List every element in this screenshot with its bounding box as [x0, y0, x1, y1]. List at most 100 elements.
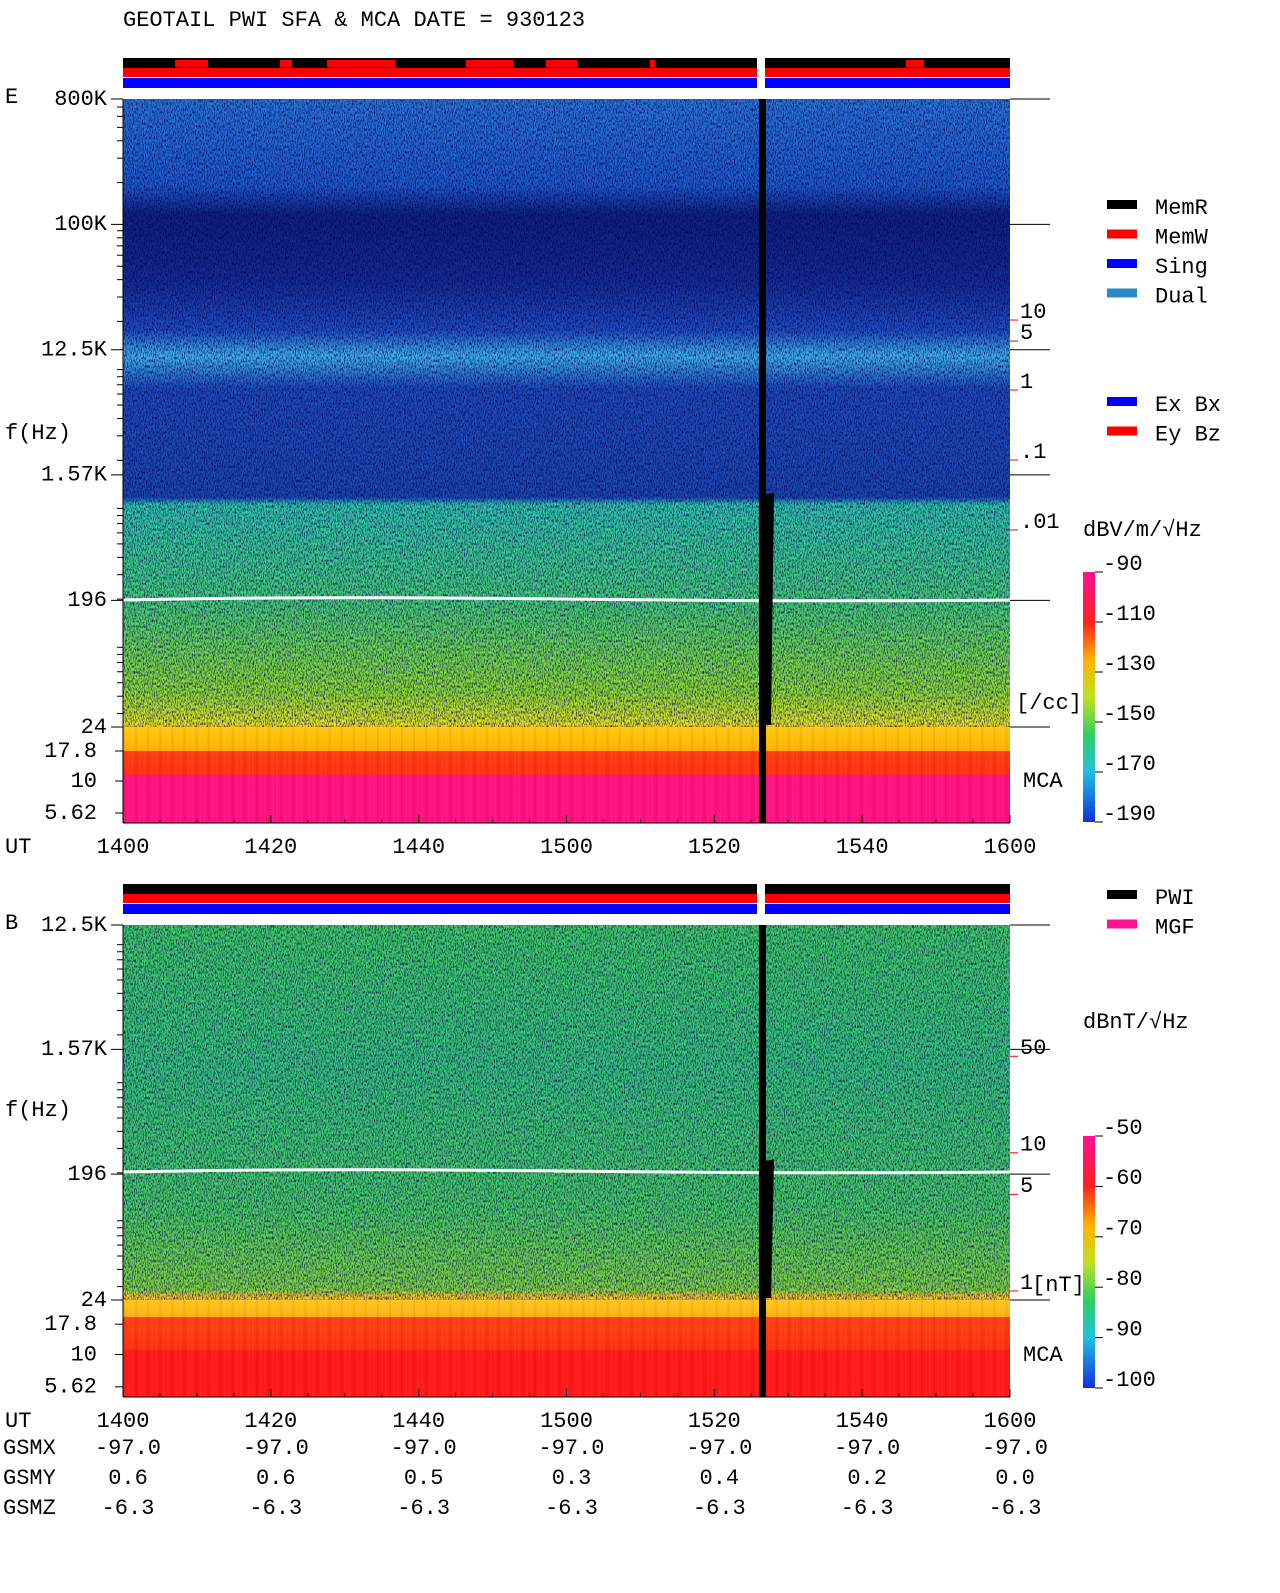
mca-stripe: [675, 727, 678, 823]
y-tick-label: 12.5K: [41, 913, 108, 938]
mca-stripe: [658, 727, 661, 823]
status-bar-mid: [123, 894, 1010, 903]
colorbar-label: dBnT/√Hz: [1083, 1010, 1189, 1035]
mca-stripe: [521, 727, 524, 823]
mca-stripe: [304, 727, 307, 823]
mca-stripe: [852, 1300, 855, 1397]
mca-stripe: [961, 1300, 964, 1397]
legend-label: PWI: [1155, 886, 1195, 911]
mca-stripe: [937, 1300, 940, 1397]
mca-stripe: [695, 1300, 698, 1397]
legend-swatch: [1107, 229, 1137, 239]
colorbar: [1083, 572, 1095, 822]
mca-stripe: [933, 727, 936, 823]
mca-stripe: [340, 727, 343, 823]
mca-stripe: [239, 1300, 242, 1397]
mca-stripe: [131, 1300, 134, 1397]
mca-stripe: [812, 727, 815, 823]
right-tick-label: .1: [1020, 440, 1046, 465]
mca-stripe: [356, 727, 359, 823]
mca-stripe: [187, 727, 190, 823]
mca-stripe: [634, 727, 637, 823]
mca-stripe: [800, 727, 803, 823]
mca-stripe: [171, 727, 174, 823]
mca-stripe: [441, 1300, 444, 1397]
mca-stripe: [630, 727, 633, 823]
mca-stripe: [779, 1300, 782, 1397]
mca-channel-label: 10: [71, 769, 97, 794]
x-tick-label: 1500: [540, 835, 593, 860]
colorbar-tick-label: -190: [1103, 802, 1156, 827]
mca-stripe: [554, 727, 557, 823]
status-segment: [650, 60, 655, 67]
mca-stripe: [892, 1300, 895, 1397]
mca-stripe: [123, 1300, 125, 1397]
mca-stripe: [989, 727, 992, 823]
status-gap: [757, 58, 765, 88]
mca-stripe: [501, 1300, 504, 1397]
mca-stripe: [646, 1300, 649, 1397]
mca-stripe: [243, 1300, 246, 1397]
mca-stripe: [328, 727, 331, 823]
mca-stripe: [320, 727, 323, 823]
mca-stripe: [397, 727, 400, 823]
mca-stripe: [832, 1300, 835, 1397]
mca-stripe: [779, 727, 782, 823]
y-tick-label: 1.57K: [41, 1037, 108, 1062]
mca-stripe: [268, 727, 271, 823]
legend-swatch: [1107, 288, 1137, 298]
mca-stripe: [707, 1300, 710, 1397]
mca-stripe: [288, 727, 291, 823]
right-axis-label: [/cc]: [1016, 691, 1082, 716]
panel-label: B: [5, 911, 18, 936]
mca-stripe: [570, 1300, 573, 1397]
mca-stripe: [771, 727, 774, 823]
mca-stripe: [969, 727, 972, 823]
mca-stripe: [211, 727, 214, 823]
mca-stripe: [993, 727, 996, 823]
mca-stripe: [743, 727, 746, 823]
mca-stripe: [135, 1300, 138, 1397]
mca-stripe: [280, 727, 283, 823]
mca-stripe: [401, 727, 404, 823]
mca-stripe: [650, 1300, 653, 1397]
mca-stripe: [445, 1300, 448, 1397]
mca-stripe: [957, 727, 960, 823]
mca-stripe: [247, 727, 250, 823]
mca-stripe: [751, 1300, 754, 1397]
mca-stripe: [671, 727, 674, 823]
orbit-value: -6.3: [249, 1496, 302, 1521]
mca-stripe: [215, 727, 218, 823]
legend-label: Sing: [1155, 255, 1208, 280]
mca-stripe: [1005, 1300, 1008, 1397]
mca-stripe: [723, 727, 726, 823]
status-bar-bottom: [123, 904, 1010, 914]
mca-stripe: [324, 727, 327, 823]
mca-stripe: [517, 727, 520, 823]
mca-stripe: [308, 727, 311, 823]
mca-stripe: [465, 1300, 468, 1397]
mca-stripe: [590, 727, 593, 823]
mca-stripe: [255, 1300, 258, 1397]
mca-stripe: [860, 727, 863, 823]
mca-stripe: [852, 727, 855, 823]
mca-stripe: [747, 727, 750, 823]
mca-stripe: [920, 727, 923, 823]
mca-stripe: [405, 1300, 408, 1397]
x-tick-label: 1440: [392, 1409, 445, 1434]
mca-stripe: [461, 1300, 464, 1397]
right-tick-label: 1: [1020, 1271, 1033, 1296]
mca-stripe: [562, 1300, 565, 1397]
mca-stripe: [614, 1300, 617, 1397]
mca-stripe: [203, 727, 206, 823]
right-tick-label: 5: [1020, 1174, 1033, 1199]
mca-stripe: [227, 1300, 230, 1397]
mca-stripe: [328, 1300, 331, 1397]
mca-stripe: [243, 727, 246, 823]
mca-stripe: [791, 1300, 794, 1397]
mca-stripe: [574, 727, 577, 823]
mca-stripe: [687, 727, 690, 823]
mca-stripe: [598, 1300, 601, 1397]
mca-stripe: [771, 1300, 774, 1397]
mca-stripe: [1001, 727, 1004, 823]
